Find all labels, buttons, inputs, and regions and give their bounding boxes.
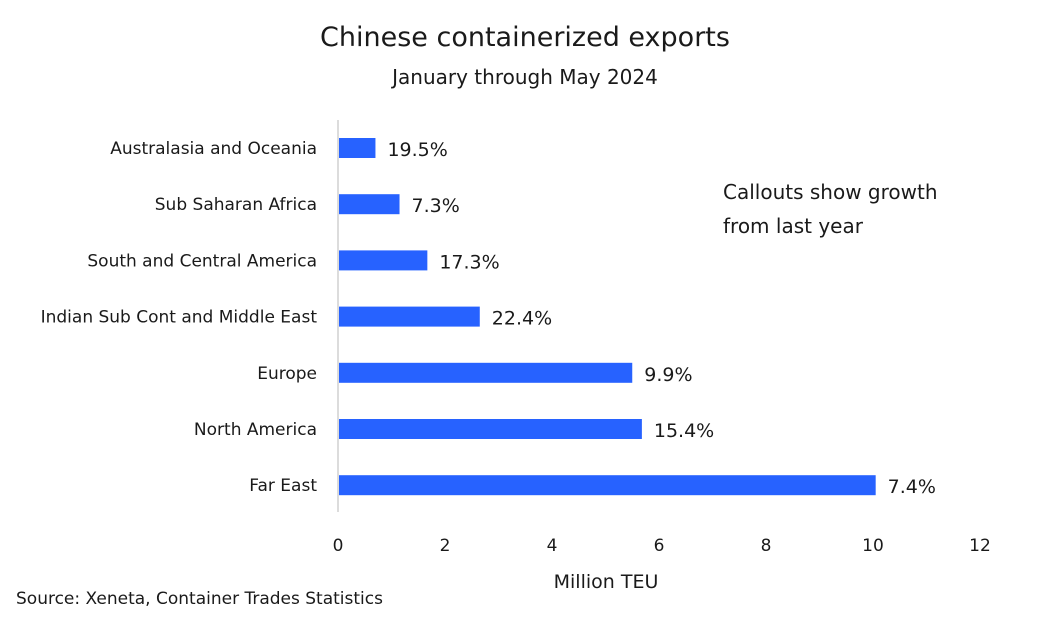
chart-title: Chinese containerized exports (320, 22, 730, 53)
data-label: 22.4% (492, 308, 552, 330)
data-label: 19.5% (387, 139, 447, 161)
category-label: Indian Sub Cont and Middle East (41, 308, 318, 328)
category-label: Far East (249, 476, 317, 496)
bar-1 (339, 194, 400, 215)
x-axis-label: Million TEU (554, 571, 659, 593)
x-tick-label: 10 (862, 536, 884, 556)
x-tick-label: 8 (761, 536, 772, 556)
data-label: 15.4% (654, 420, 714, 442)
category-label: North America (194, 420, 317, 440)
x-tick-label: 0 (333, 536, 344, 556)
category-label: Australasia and Oceania (110, 139, 317, 159)
bar-5 (339, 419, 642, 439)
bar-0 (339, 138, 376, 158)
callout-note-line-1: Callouts show growth (723, 180, 938, 204)
category-labels-layer: Australasia and Oceania Sub Saharan Afric… (41, 139, 318, 496)
bar-4 (339, 362, 633, 383)
chart-subtitle: January through May 2024 (392, 65, 658, 89)
data-label: 7.4% (888, 476, 936, 498)
category-label: Sub Saharan Africa (155, 195, 317, 215)
callout-note: Callouts show growth from last year (723, 175, 938, 243)
bar-3 (339, 306, 480, 327)
source-note: Source: Xeneta, Container Trades Statist… (16, 589, 383, 609)
category-label: South and Central America (87, 251, 317, 271)
x-tick-label: 2 (440, 536, 451, 556)
x-tick-label: 12 (969, 536, 991, 556)
x-tick-label: 4 (547, 536, 558, 556)
category-label: Europe (257, 364, 317, 384)
data-label: 7.3% (412, 195, 460, 217)
callout-note-line-2: from last year (723, 214, 863, 238)
bar-2 (339, 250, 428, 271)
x-ticks-layer: 0 2 4 6 8 10 12 (333, 536, 991, 556)
bars-layer (339, 138, 876, 496)
x-tick-label: 6 (654, 536, 665, 556)
data-label: 9.9% (644, 364, 692, 386)
data-labels-layer: 19.5% 7.3% 17.3% 22.4% 9.9% 15.4% 7.4% (387, 139, 936, 498)
bar-6 (339, 475, 876, 496)
data-label: 17.3% (439, 251, 499, 273)
